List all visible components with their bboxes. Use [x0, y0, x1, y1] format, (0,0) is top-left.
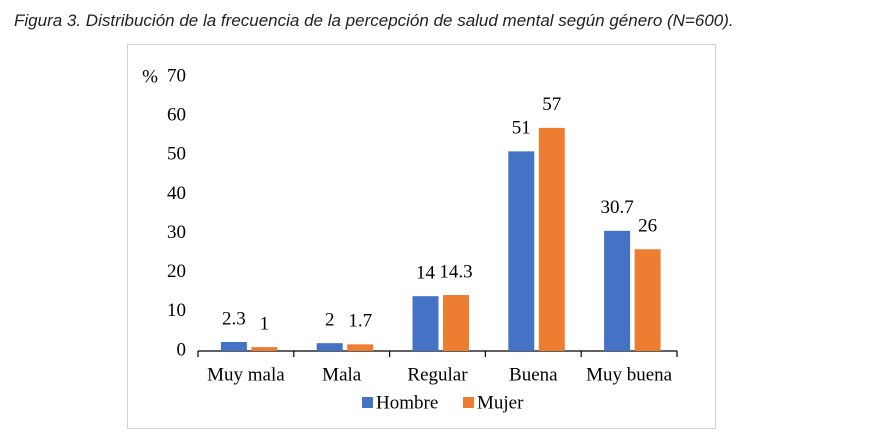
- chart-frame: [127, 44, 716, 429]
- bar: [347, 344, 374, 351]
- bar: [220, 341, 247, 351]
- value-label: 2.3: [222, 308, 246, 329]
- bar: [443, 295, 469, 351]
- y-tick-label: 10: [167, 300, 186, 321]
- x-tick-label: Regular: [407, 364, 468, 385]
- value-label: 1.7: [348, 311, 372, 332]
- legend-swatch: [362, 397, 373, 408]
- bar: [508, 151, 535, 351]
- y-tick-label: 40: [167, 183, 186, 204]
- y-tick-label: 70: [167, 65, 186, 86]
- y-tick-label: 60: [167, 105, 186, 126]
- bar: [316, 343, 343, 351]
- x-tick-label: Muy mala: [207, 364, 285, 385]
- value-label: 57: [542, 94, 561, 115]
- y-tick-label: 20: [167, 261, 186, 282]
- legend-label: Mujer: [477, 392, 524, 413]
- bar: [538, 127, 565, 351]
- value-label: 26: [638, 216, 657, 237]
- legend-swatch: [463, 397, 474, 408]
- value-label: 1: [260, 313, 270, 334]
- x-tick-label: Buena: [509, 364, 558, 385]
- x-tick-label: Muy buena: [586, 364, 673, 385]
- bar: [604, 230, 631, 351]
- legend-label: Hombre: [376, 392, 438, 413]
- y-tick-label: 0: [177, 339, 187, 360]
- bar: [251, 347, 278, 351]
- chart-title: Figura 3. Distribución de la frecuencia …: [14, 11, 734, 30]
- y-tick-label: 50: [167, 144, 186, 165]
- x-tick-label: Mala: [322, 364, 362, 385]
- value-label: 51: [512, 118, 531, 139]
- bar: [634, 249, 661, 351]
- value-label: 30.7: [600, 197, 633, 218]
- value-label: 14.3: [439, 261, 472, 282]
- y-axis-title: %: [142, 66, 158, 87]
- value-label: 14: [416, 263, 436, 284]
- y-tick-label: 30: [167, 222, 186, 243]
- value-label: 2: [325, 310, 335, 331]
- bar: [412, 296, 439, 351]
